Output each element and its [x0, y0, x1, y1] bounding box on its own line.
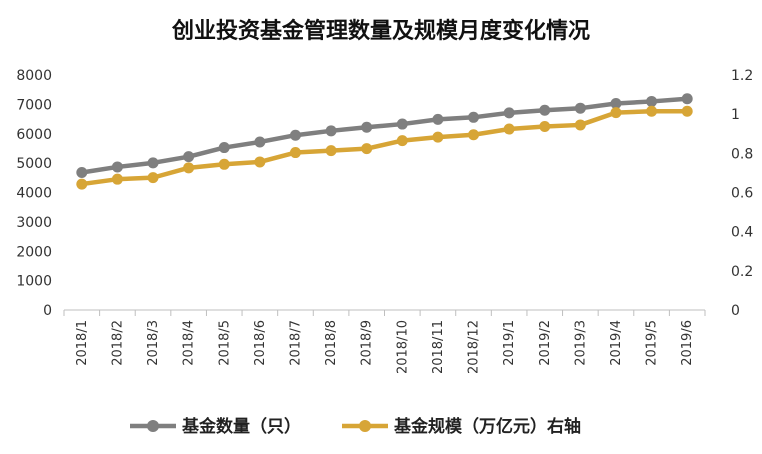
right-y-tick-label: 0.2 [731, 264, 753, 280]
legend: 基金数量（只） 基金规模（万亿元）右轴 [130, 416, 581, 437]
x-axis: 2018/1 2018/2 2018/3 2018/4 2018/5 2018/6 2018… [63, 309, 706, 374]
series-line [79, 96, 690, 175]
data-point [539, 121, 551, 133]
data-point [111, 161, 123, 173]
data-point [574, 102, 586, 114]
legend-label: 基金规模（万亿元）右轴 [393, 416, 581, 437]
x-tick-label: 2018/12 [467, 320, 482, 374]
x-tick-label: 2018/2 [110, 320, 125, 366]
x-tick-label: 2018/10 [395, 320, 410, 374]
data-point [681, 93, 693, 105]
x-tick-label: 2018/5 [217, 320, 232, 366]
x-tick-label: 2018/8 [324, 320, 339, 366]
right-y-tick-label: 0.6 [731, 186, 753, 202]
series-2 [76, 105, 693, 190]
data-point [646, 95, 658, 107]
data-point [147, 157, 159, 169]
data-point [111, 173, 123, 185]
x-tick-label: 2018/4 [182, 320, 197, 366]
data-point [396, 118, 408, 130]
data-point [254, 136, 266, 148]
data-point [147, 172, 159, 184]
data-point [76, 167, 88, 179]
x-tick-label: 2018/6 [253, 320, 268, 366]
legend-item: 基金数量（只） [130, 416, 301, 437]
left-y-tick-label: 8000 [16, 68, 52, 84]
left-y-tick-label: 4000 [16, 186, 52, 202]
x-tick-label: 2018/9 [360, 320, 375, 366]
x-tick-label: 2018/3 [146, 320, 161, 366]
right-y-axis: 0 0.2 0.4 0.6 0.8 1 1.2 [731, 68, 753, 319]
data-point [325, 125, 337, 137]
left-y-tick-label: 7000 [16, 97, 52, 113]
data-point [361, 143, 373, 155]
data-point [254, 156, 266, 168]
data-point [468, 129, 480, 141]
data-point [432, 131, 444, 143]
x-tick-label: 2019/3 [573, 320, 588, 366]
x-tick-label: 2018/11 [431, 320, 446, 374]
left-y-tick-label: 0 [43, 303, 52, 319]
series-layer [76, 93, 693, 190]
data-point [610, 107, 622, 119]
left-y-tick-label: 6000 [16, 127, 52, 143]
data-point [218, 142, 230, 154]
data-point [539, 104, 551, 116]
series-1 [76, 93, 693, 179]
right-y-tick-label: 1 [731, 107, 740, 123]
legend-label: 基金数量（只） [181, 416, 301, 437]
x-tick-label: 2019/4 [609, 320, 624, 366]
data-point [610, 97, 622, 109]
data-point [681, 105, 693, 117]
right-y-tick-label: 0.4 [731, 225, 753, 241]
x-tick-label: 2018/7 [288, 320, 303, 366]
data-point [289, 147, 301, 159]
x-tick-label: 2019/2 [538, 320, 553, 366]
x-tick-label: 2018/1 [75, 320, 90, 366]
right-y-tick-label: 0.8 [731, 146, 753, 162]
x-tick-label: 2019/5 [645, 320, 660, 366]
right-y-tick-label: 1.2 [731, 68, 753, 84]
chart-title: 创业投资基金管理数量及规模月度变化情况 [171, 18, 590, 44]
data-point [468, 111, 480, 123]
legend-marker [147, 420, 159, 432]
data-point [574, 119, 586, 131]
left-y-tick-label: 3000 [16, 215, 52, 231]
legend-marker [359, 420, 371, 432]
series-line [79, 108, 690, 187]
data-point [289, 129, 301, 141]
data-point [76, 178, 88, 190]
data-point [646, 105, 658, 117]
data-point [396, 135, 408, 147]
x-tick-label: 2019/1 [502, 320, 517, 366]
left-y-axis: 0 1000 2000 3000 4000 5000 6000 7000 8000 [16, 68, 52, 319]
data-point [432, 113, 444, 125]
left-y-tick-label: 5000 [16, 156, 52, 172]
data-point [325, 145, 337, 157]
right-y-tick-label: 0 [731, 303, 740, 319]
left-y-tick-label: 1000 [16, 274, 52, 290]
data-point [361, 121, 373, 133]
data-point [183, 151, 195, 163]
data-point [503, 107, 515, 119]
data-point [183, 162, 195, 174]
data-point [218, 158, 230, 170]
legend-item: 基金规模（万亿元）右轴 [342, 416, 581, 437]
x-tick-label: 2019/6 [680, 320, 695, 366]
data-point [503, 123, 515, 135]
left-y-tick-label: 2000 [16, 244, 52, 260]
